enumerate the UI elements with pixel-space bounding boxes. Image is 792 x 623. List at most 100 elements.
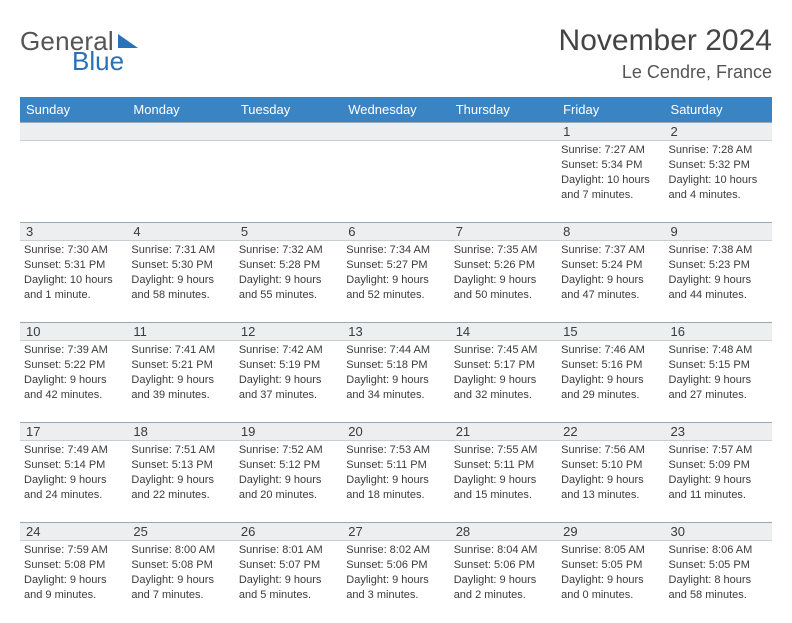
sunrise-text: Sunrise: 7:38 AM [669,243,768,258]
sunrise-text: Sunrise: 8:04 AM [454,543,553,558]
daylight-text: Daylight: 9 hours and 22 minutes. [131,473,230,503]
day-number-row: 3456789 [20,223,772,241]
weekday-header: Wednesday [342,97,449,123]
title-block: November 2024 Le Cendre, France [559,24,772,83]
weekday-header: Friday [557,97,664,123]
day-number: 16 [665,323,772,341]
day-cell: Sunrise: 7:32 AMSunset: 5:28 PMDaylight:… [235,241,342,323]
sunrise-text: Sunrise: 8:05 AM [561,543,660,558]
sunrise-text: Sunrise: 7:27 AM [561,143,660,158]
day-number: 21 [450,423,557,441]
sunset-text: Sunset: 5:07 PM [239,558,338,573]
daylight-text: Daylight: 9 hours and 11 minutes. [669,473,768,503]
day-number-empty [450,123,557,141]
daylight-text: Daylight: 9 hours and 37 minutes. [239,373,338,403]
day-cell: Sunrise: 7:27 AMSunset: 5:34 PMDaylight:… [557,141,664,223]
daylight-text: Daylight: 9 hours and 24 minutes. [24,473,123,503]
day-cell: Sunrise: 7:30 AMSunset: 5:31 PMDaylight:… [20,241,127,323]
sunrise-text: Sunrise: 7:48 AM [669,343,768,358]
sunrise-text: Sunrise: 7:35 AM [454,243,553,258]
daylight-text: Daylight: 9 hours and 42 minutes. [24,373,123,403]
day-number: 8 [557,223,664,241]
daylight-text: Daylight: 9 hours and 27 minutes. [669,373,768,403]
location: Le Cendre, France [559,62,772,83]
day-cell: Sunrise: 7:57 AMSunset: 5:09 PMDaylight:… [665,441,772,523]
day-number: 9 [665,223,772,241]
day-number: 24 [20,523,127,541]
day-cell: Sunrise: 7:52 AMSunset: 5:12 PMDaylight:… [235,441,342,523]
sunset-text: Sunset: 5:05 PM [669,558,768,573]
daylight-text: Daylight: 9 hours and 50 minutes. [454,273,553,303]
sunset-text: Sunset: 5:08 PM [24,558,123,573]
sunset-text: Sunset: 5:15 PM [669,358,768,373]
day-number-row: 17181920212223 [20,423,772,441]
sunrise-text: Sunrise: 7:30 AM [24,243,123,258]
daylight-text: Daylight: 9 hours and 9 minutes. [24,573,123,603]
sunrise-text: Sunrise: 8:01 AM [239,543,338,558]
sunrise-text: Sunrise: 7:57 AM [669,443,768,458]
day-number: 5 [235,223,342,241]
day-cell: Sunrise: 8:00 AMSunset: 5:08 PMDaylight:… [127,541,234,623]
sunrise-text: Sunrise: 7:45 AM [454,343,553,358]
sunrise-text: Sunrise: 7:28 AM [669,143,768,158]
day-cell: Sunrise: 7:59 AMSunset: 5:08 PMDaylight:… [20,541,127,623]
daylight-text: Daylight: 9 hours and 15 minutes. [454,473,553,503]
day-number: 28 [450,523,557,541]
sunset-text: Sunset: 5:21 PM [131,358,230,373]
day-cell: Sunrise: 7:46 AMSunset: 5:16 PMDaylight:… [557,341,664,423]
weekday-header: Tuesday [235,97,342,123]
sunrise-text: Sunrise: 8:00 AM [131,543,230,558]
day-cell: Sunrise: 8:02 AMSunset: 5:06 PMDaylight:… [342,541,449,623]
day-number: 20 [342,423,449,441]
sunset-text: Sunset: 5:26 PM [454,258,553,273]
day-number: 15 [557,323,664,341]
day-number: 1 [557,123,664,141]
day-number-empty [235,123,342,141]
daylight-text: Daylight: 8 hours and 58 minutes. [669,573,768,603]
sunrise-text: Sunrise: 7:41 AM [131,343,230,358]
brand-part2: Blue [72,48,138,74]
daylight-text: Daylight: 9 hours and 29 minutes. [561,373,660,403]
day-number-empty [20,123,127,141]
weekday-header: Monday [127,97,234,123]
sunset-text: Sunset: 5:06 PM [454,558,553,573]
sunset-text: Sunset: 5:05 PM [561,558,660,573]
daylight-text: Daylight: 9 hours and 2 minutes. [454,573,553,603]
day-number-empty [342,123,449,141]
day-number: 10 [20,323,127,341]
sunset-text: Sunset: 5:27 PM [346,258,445,273]
day-number-row: 12 [20,123,772,141]
sunset-text: Sunset: 5:10 PM [561,458,660,473]
sunrise-text: Sunrise: 7:44 AM [346,343,445,358]
daylight-text: Daylight: 9 hours and 58 minutes. [131,273,230,303]
day-cell: Sunrise: 7:51 AMSunset: 5:13 PMDaylight:… [127,441,234,523]
day-number-row: 24252627282930 [20,523,772,541]
sunrise-text: Sunrise: 7:55 AM [454,443,553,458]
sunset-text: Sunset: 5:34 PM [561,158,660,173]
weekday-header: Saturday [665,97,772,123]
day-number: 2 [665,123,772,141]
daylight-text: Daylight: 9 hours and 44 minutes. [669,273,768,303]
sunset-text: Sunset: 5:28 PM [239,258,338,273]
day-number: 14 [450,323,557,341]
daylight-text: Daylight: 10 hours and 1 minute. [24,273,123,303]
daylight-text: Daylight: 10 hours and 4 minutes. [669,173,768,203]
sunrise-text: Sunrise: 7:53 AM [346,443,445,458]
sunset-text: Sunset: 5:13 PM [131,458,230,473]
day-cell: Sunrise: 7:42 AMSunset: 5:19 PMDaylight:… [235,341,342,423]
sunset-text: Sunset: 5:31 PM [24,258,123,273]
daylight-text: Daylight: 9 hours and 32 minutes. [454,373,553,403]
day-number: 3 [20,223,127,241]
day-number: 17 [20,423,127,441]
day-number: 30 [665,523,772,541]
sunset-text: Sunset: 5:08 PM [131,558,230,573]
day-number: 19 [235,423,342,441]
sunrise-text: Sunrise: 7:37 AM [561,243,660,258]
sunset-text: Sunset: 5:16 PM [561,358,660,373]
daylight-text: Daylight: 9 hours and 3 minutes. [346,573,445,603]
day-cell: Sunrise: 8:06 AMSunset: 5:05 PMDaylight:… [665,541,772,623]
sunrise-text: Sunrise: 7:46 AM [561,343,660,358]
week-row: Sunrise: 7:59 AMSunset: 5:08 PMDaylight:… [20,541,772,623]
sunset-text: Sunset: 5:12 PM [239,458,338,473]
sunrise-text: Sunrise: 7:39 AM [24,343,123,358]
